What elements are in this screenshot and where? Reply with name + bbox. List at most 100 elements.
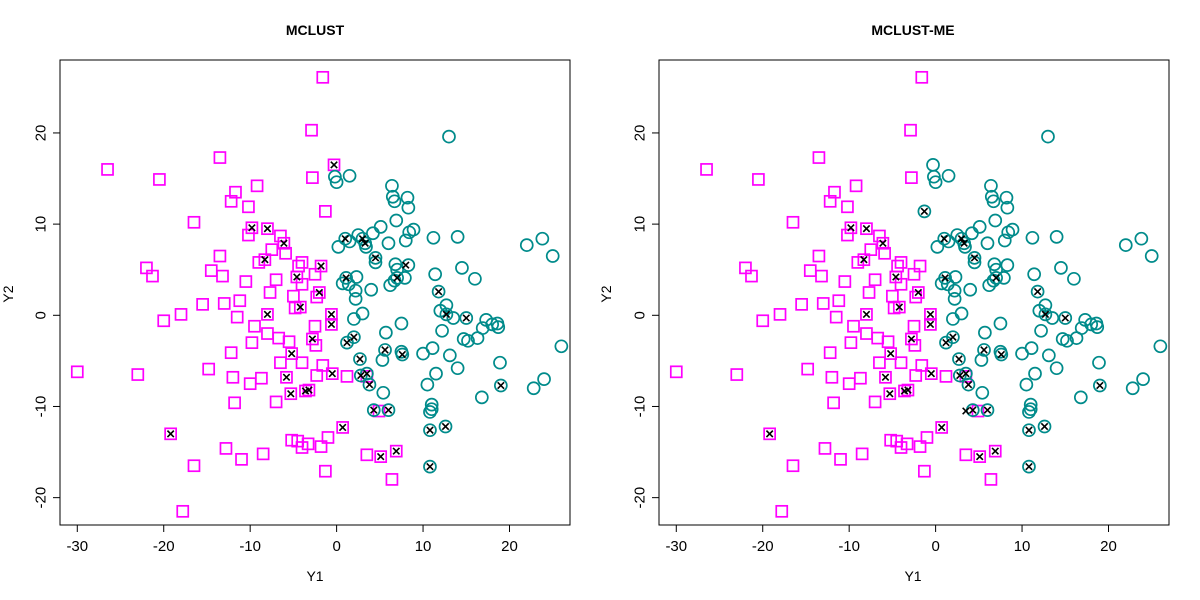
data-point-square	[801, 362, 815, 376]
data-point-square	[913, 259, 927, 273]
data-point-square	[242, 228, 255, 242]
data-point-square	[293, 300, 307, 314]
data-point-circle	[348, 283, 363, 298]
data-point-square	[909, 290, 923, 304]
data-point-square	[959, 448, 973, 462]
data-point-circle	[954, 306, 969, 321]
cross-marker	[442, 310, 451, 319]
cross-marker	[462, 314, 471, 322]
x-tick-label: -10	[239, 538, 261, 555]
data-point-square	[847, 319, 860, 333]
cross-marker	[892, 273, 900, 281]
data-point-square	[219, 442, 233, 455]
data-point-circle	[424, 397, 439, 412]
data-point-square	[827, 396, 840, 410]
data-point-circle	[378, 343, 392, 357]
cross-marker	[287, 349, 296, 358]
data-point-circle	[1049, 361, 1064, 376]
data-point-square	[284, 387, 298, 401]
data-point-circle	[1000, 200, 1015, 215]
cross-marker	[983, 406, 992, 414]
data-point-square	[786, 215, 800, 229]
data-point-circle	[519, 238, 534, 252]
data-point-circle	[952, 368, 967, 383]
data-point-circle	[926, 158, 940, 172]
cross-marker	[263, 310, 272, 319]
x-tick-label: -20	[153, 538, 175, 555]
cross-marker	[370, 406, 378, 414]
data-point-circle	[946, 312, 960, 326]
cross-marker	[343, 338, 351, 347]
data-point-circle	[978, 325, 992, 340]
data-point-circle	[390, 271, 404, 285]
data-point-circle	[1092, 378, 1107, 393]
data-point-circle	[980, 403, 995, 417]
data-point-circle	[475, 321, 490, 335]
data-point-circle	[493, 378, 508, 393]
cross-marker	[315, 288, 324, 297]
data-point-circle	[967, 251, 982, 265]
data-point-circle	[353, 368, 368, 383]
data-point-circle	[1041, 348, 1056, 363]
cross-marker	[907, 335, 916, 343]
cross-marker	[964, 380, 973, 389]
plot-frame	[59, 59, 571, 526]
data-point-square	[745, 269, 758, 283]
data-point-circle	[387, 194, 402, 209]
data-point-circle	[1153, 339, 1168, 354]
cross-marker	[305, 386, 313, 394]
data-point-square	[292, 259, 305, 273]
data-point-circle	[339, 271, 353, 285]
data-point-circle	[398, 271, 412, 285]
data-point-square	[854, 371, 867, 385]
cross-marker	[1096, 381, 1104, 390]
cross-marker	[248, 223, 256, 232]
data-point-square	[230, 310, 244, 324]
data-point-square	[823, 194, 837, 208]
data-point-square	[164, 427, 177, 441]
cross-marker	[426, 426, 434, 434]
data-point-square	[176, 504, 190, 518]
data-point-square	[700, 163, 713, 176]
cross-marker	[920, 207, 929, 216]
data-point-circle	[459, 311, 474, 325]
data-point-square	[305, 123, 318, 137]
cross-marker	[937, 423, 946, 432]
cross-marker	[361, 239, 369, 248]
data-point-circle	[989, 271, 1003, 285]
cross-marker	[957, 234, 966, 243]
data-point-square	[884, 347, 898, 360]
cross-marker	[969, 406, 977, 414]
data-point-square	[795, 298, 808, 311]
data-point-square	[242, 200, 255, 214]
data-point-square	[213, 249, 227, 263]
cross-marker	[886, 389, 894, 398]
data-point-circle	[947, 283, 962, 298]
cross-marker	[357, 371, 365, 380]
y-axis-label: Y2	[598, 285, 614, 302]
data-point-circle	[366, 226, 380, 241]
data-point-square	[829, 310, 843, 324]
data-point-square	[233, 294, 247, 308]
data-point-circle	[1067, 271, 1081, 286]
data-point-square	[881, 335, 895, 349]
plot-frame	[658, 59, 1170, 526]
data-point-square	[834, 453, 847, 466]
cross-marker	[327, 320, 336, 329]
data-point-square	[174, 308, 188, 321]
data-point-circle	[351, 228, 366, 242]
data-point-circle	[928, 175, 943, 190]
data-point-square	[217, 297, 231, 310]
x-tick-label: 20	[1100, 538, 1117, 555]
data-point-square	[939, 370, 953, 383]
x-tick-label: -10	[838, 538, 860, 555]
data-point-square	[812, 151, 826, 164]
cross-marker	[956, 371, 964, 380]
data-point-circle	[383, 278, 398, 293]
data-point-square	[868, 395, 882, 409]
data-point-circle	[439, 298, 454, 313]
data-point-circle	[537, 372, 551, 386]
data-point-circle	[342, 234, 357, 249]
data-point-circle	[381, 403, 396, 417]
data-point-circle	[442, 348, 457, 363]
